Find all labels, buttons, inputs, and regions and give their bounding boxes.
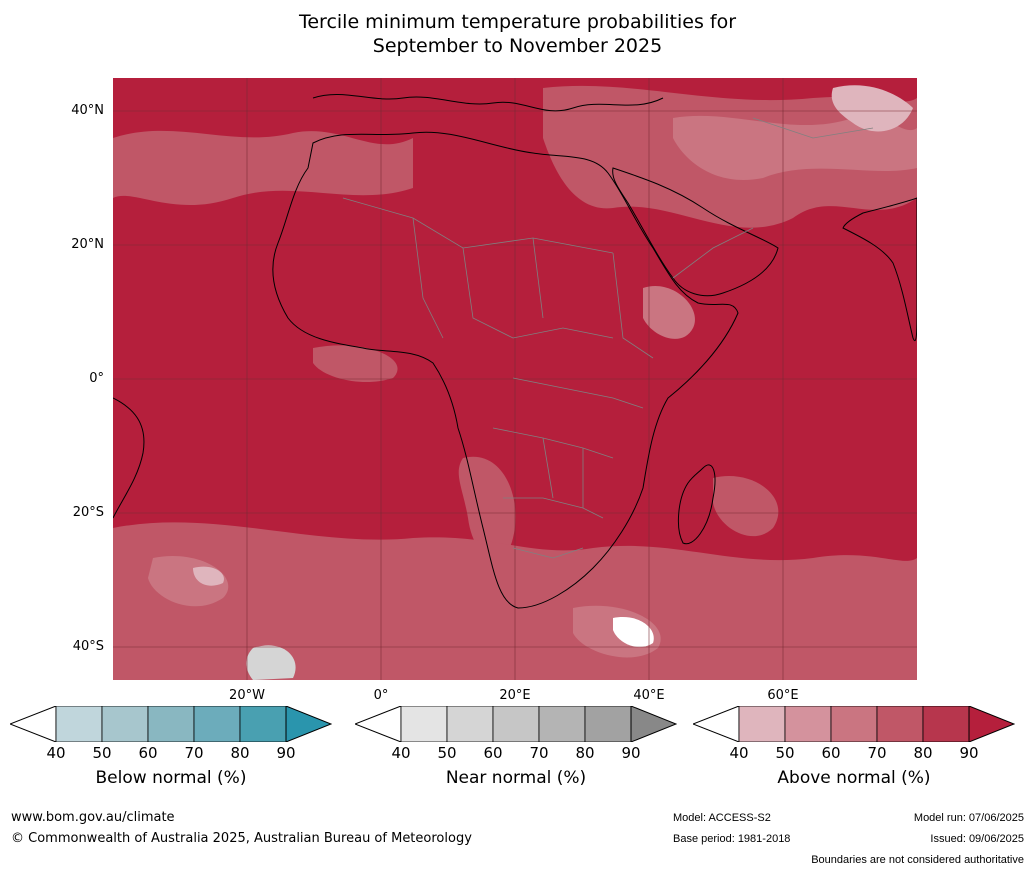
title-line-1: Tercile minimum temperature probabilitie… bbox=[298, 11, 737, 33]
lon-label-0: 0° bbox=[373, 688, 389, 703]
lat-label-20s: 20°S bbox=[72, 505, 104, 520]
footer-model-run: Model run: 07/06/2025 bbox=[913, 812, 1024, 824]
colorbar-above-label: Above normal (%) bbox=[777, 768, 931, 788]
tick: 40 bbox=[391, 744, 411, 762]
lat-label-20n: 20°N bbox=[71, 237, 104, 252]
lon-label-60e: 60°E bbox=[767, 688, 799, 703]
tick: 90 bbox=[959, 744, 979, 762]
colorbar-below-normal bbox=[10, 706, 332, 742]
tick: 70 bbox=[184, 744, 204, 762]
probability-map[interactable] bbox=[113, 78, 917, 680]
tick: 50 bbox=[437, 744, 457, 762]
tick: 60 bbox=[138, 744, 158, 762]
tick: 90 bbox=[276, 744, 296, 762]
lat-label-0: 0° bbox=[89, 371, 104, 386]
footer-base-period: Base period: 1981-2018 bbox=[673, 833, 791, 845]
lat-label-40s: 40°S bbox=[72, 639, 104, 654]
tick: 90 bbox=[621, 744, 641, 762]
lon-label-20w: 20°W bbox=[229, 688, 265, 703]
country-borders bbox=[342, 117, 874, 559]
colorbar-near-label: Near normal (%) bbox=[445, 768, 587, 788]
footer-issued: Issued: 09/06/2025 bbox=[930, 833, 1024, 845]
footer-model: Model: ACCESS-S2 bbox=[673, 812, 771, 824]
colorbar-near-normal bbox=[355, 706, 677, 742]
coastlines bbox=[113, 94, 917, 609]
footer-site-link[interactable]: www.bom.gov.au/climate bbox=[11, 810, 175, 825]
map-svg bbox=[113, 78, 917, 680]
tick: 60 bbox=[483, 744, 503, 762]
footer-copyright: © Commonwealth of Australia 2025, Austra… bbox=[11, 831, 472, 846]
graticule bbox=[113, 78, 917, 680]
tick: 80 bbox=[230, 744, 250, 762]
colorbar-above-normal bbox=[693, 706, 1015, 742]
tick: 70 bbox=[529, 744, 549, 762]
tick: 40 bbox=[46, 744, 66, 762]
tick: 50 bbox=[775, 744, 795, 762]
chart-title: Tercile minimum temperature probabilitie… bbox=[0, 10, 1035, 58]
tick: 40 bbox=[729, 744, 749, 762]
tick: 80 bbox=[913, 744, 933, 762]
tick: 80 bbox=[575, 744, 595, 762]
tick: 70 bbox=[867, 744, 887, 762]
tick: 50 bbox=[92, 744, 112, 762]
footer-disclaimer: Boundaries are not considered authoritat… bbox=[811, 854, 1024, 866]
title-line-2: September to November 2025 bbox=[372, 35, 663, 57]
lon-label-40e: 40°E bbox=[633, 688, 665, 703]
lon-label-20e: 20°E bbox=[499, 688, 531, 703]
tick: 60 bbox=[821, 744, 841, 762]
colorbar-below-label: Below normal (%) bbox=[95, 768, 247, 788]
lat-label-40n: 40°N bbox=[71, 103, 104, 118]
